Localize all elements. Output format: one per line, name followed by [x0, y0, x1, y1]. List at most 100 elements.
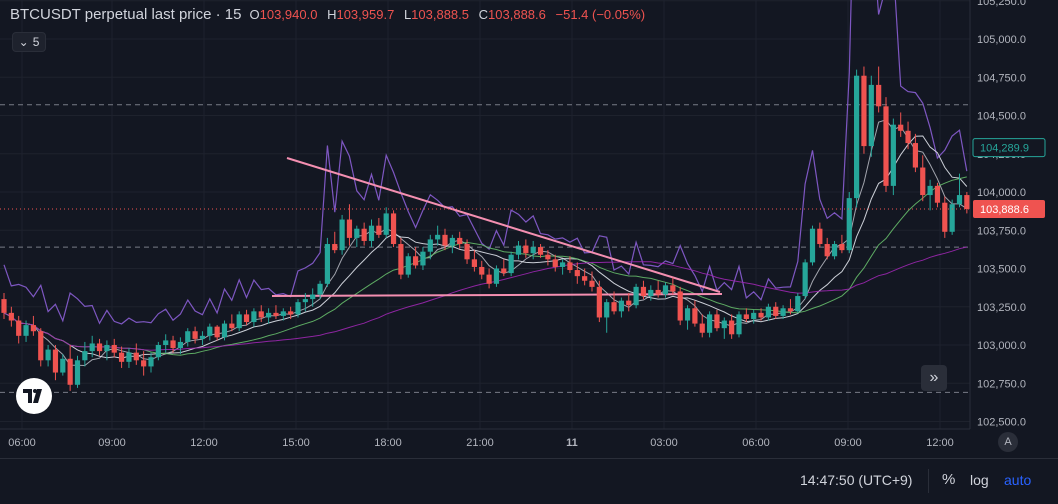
candle-body [861, 75, 867, 147]
candle-body [927, 185, 933, 196]
candle-body [670, 285, 676, 292]
candle-body [413, 256, 419, 266]
candle [23, 320, 29, 342]
y-tick-label: 105,000.0 [977, 34, 1026, 46]
candle [648, 285, 654, 301]
candle-body [846, 198, 852, 251]
candle [545, 250, 551, 266]
candle [626, 292, 632, 312]
candle [170, 335, 176, 353]
moving-average-mid [3, 176, 967, 356]
candle [185, 328, 191, 347]
candle-body [523, 245, 529, 254]
candle [464, 239, 470, 264]
candle [898, 112, 904, 137]
candle [16, 315, 22, 344]
candle-body [273, 312, 279, 316]
low-label: L [403, 7, 412, 22]
price-tag: 103,888.6 [973, 200, 1045, 219]
price-tag-box [972, 138, 1046, 158]
candle-body [258, 311, 264, 318]
candle-body [567, 262, 573, 271]
indicator-count: 5 [32, 35, 40, 49]
candle [390, 210, 397, 248]
candle-body [898, 124, 904, 131]
candle-body [515, 245, 522, 255]
candle-body [876, 84, 882, 107]
time-zone-clock[interactable]: 14:47:50 (UTC+9) [800, 472, 913, 488]
candle [560, 259, 566, 275]
auto-scale-toggle[interactable]: auto [1004, 472, 1032, 488]
candle [376, 218, 382, 238]
candle-body [170, 340, 176, 349]
candle [596, 280, 602, 323]
candle [817, 222, 823, 248]
candle [74, 355, 81, 388]
candle [8, 306, 14, 327]
candle-body [30, 325, 36, 332]
auto-scale-a-button[interactable]: A [998, 432, 1018, 452]
candle [508, 251, 514, 277]
candle-body [96, 343, 103, 352]
candle-body [589, 280, 595, 287]
candle [905, 121, 911, 150]
candle-body [82, 351, 88, 361]
candle [420, 247, 426, 271]
candle-body [802, 262, 808, 297]
close-value: 103,888.6 [488, 7, 546, 22]
percent-scale-toggle[interactable]: % [942, 471, 956, 488]
indicators-toggle-button[interactable]: ⌄ 5 [12, 32, 46, 52]
open-label: O [249, 7, 260, 22]
candle [618, 297, 624, 318]
candle [949, 199, 955, 235]
x-tick-label: 21:00 [466, 437, 494, 449]
tradingview-logo-icon[interactable] [16, 378, 52, 414]
candle-body [493, 268, 500, 284]
candle [743, 308, 749, 323]
candle [537, 244, 544, 258]
candle [876, 66, 882, 113]
candle-body [368, 225, 375, 241]
candle-body [16, 320, 22, 336]
log-scale-toggle[interactable]: log [970, 472, 989, 488]
candle [530, 240, 536, 260]
candle [765, 303, 771, 321]
candle [846, 192, 852, 254]
candle-body [949, 204, 955, 232]
candle-body [119, 352, 125, 362]
candle-body [310, 294, 316, 300]
candle-body [905, 130, 911, 144]
candle [288, 306, 294, 319]
symbol-title[interactable]: BTCUSDT perpetual last price · 15 [10, 6, 242, 23]
candle [383, 207, 389, 238]
candle-body [192, 331, 198, 339]
x-tick-label: 12:00 [926, 437, 954, 449]
candle [38, 328, 44, 367]
candle-body [817, 228, 823, 245]
candle-body [655, 289, 661, 295]
candle [413, 247, 419, 269]
candle-body [236, 314, 242, 329]
candle-body [435, 234, 441, 240]
candle-body [361, 228, 367, 241]
y-tick-label: 103,750.0 [977, 225, 1026, 237]
candle [479, 260, 485, 280]
candle [398, 237, 404, 280]
candle [501, 259, 507, 277]
candle-body [964, 195, 970, 210]
chart-legend: BTCUSDT perpetual last price · 15 O 103,9… [10, 6, 651, 23]
candle [604, 299, 610, 333]
x-tick-label: 09:00 [834, 437, 862, 449]
candle [795, 292, 801, 313]
candle [457, 231, 463, 249]
candle-body [45, 349, 51, 361]
candle-body [332, 244, 338, 251]
x-tick-label: 11 [566, 437, 578, 449]
candle [824, 237, 830, 260]
scroll-to-realtime-button[interactable]: » [921, 365, 947, 391]
candle-body [74, 360, 81, 385]
high-value: 103,959.7 [336, 7, 395, 22]
candle [258, 305, 264, 323]
